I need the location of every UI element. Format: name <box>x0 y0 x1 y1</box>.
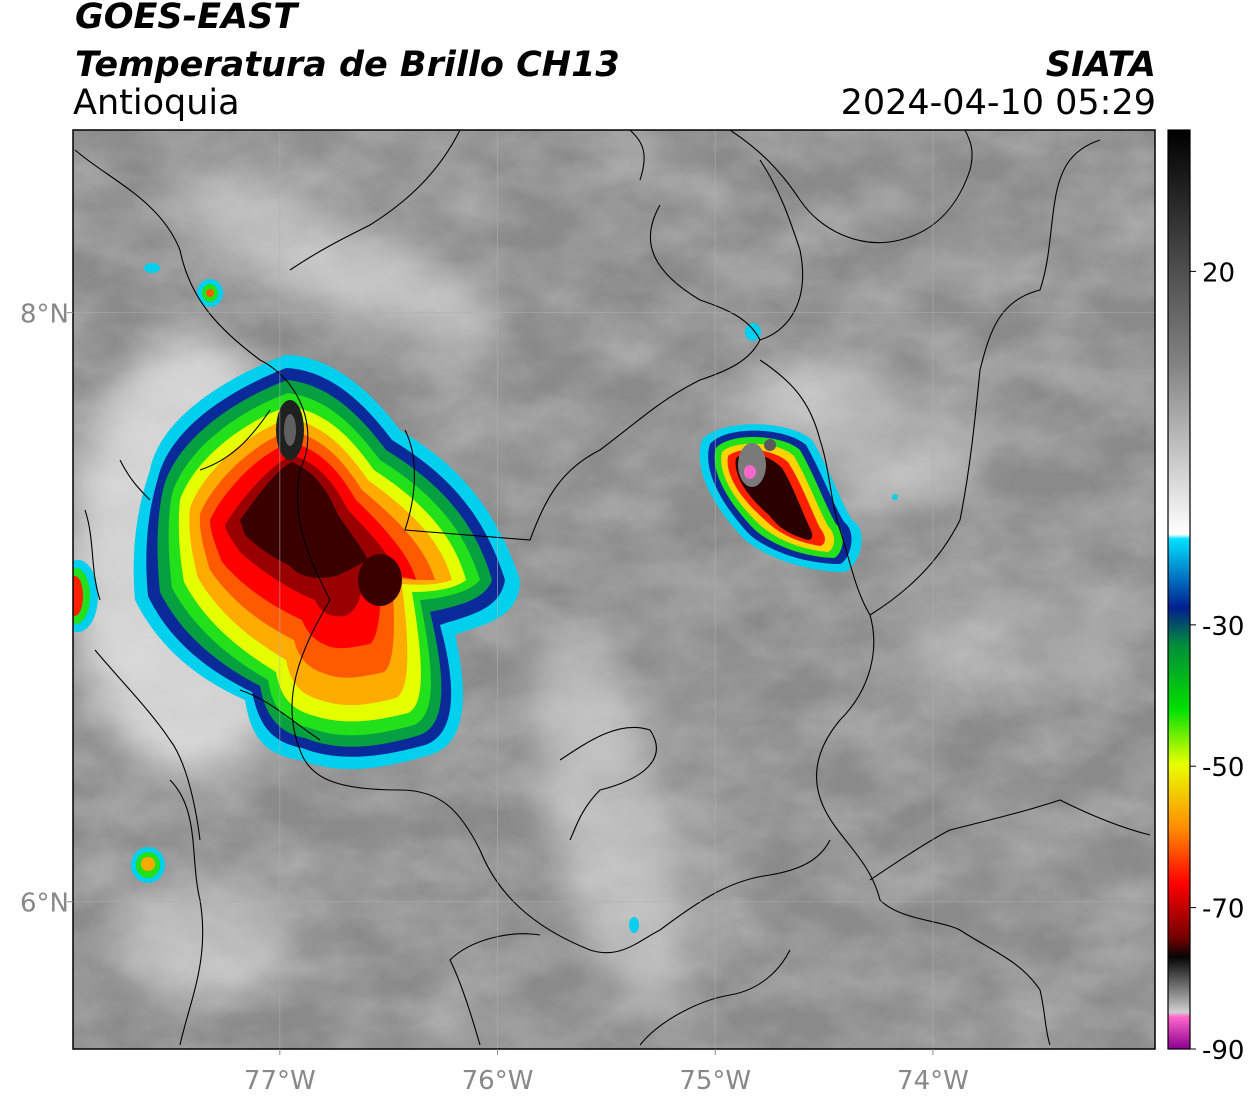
colorbar-tick-label: -90 <box>1202 1036 1244 1066</box>
storm-cell-small-northwest <box>197 279 223 307</box>
storm-cell-bajo-cauca <box>699 424 862 572</box>
colorbar-ticks: 20 -30 -50 -70 -90 <box>1190 258 1244 1066</box>
timestamp-label: 2024-04-10 05:29 <box>840 83 1156 123</box>
graticule <box>73 130 1155 1049</box>
colorbar-tick-label: 20 <box>1202 258 1235 288</box>
y-tick-label: 6°N <box>20 889 69 919</box>
colorbar-tick-label: -70 <box>1202 895 1244 925</box>
product-title: Temperatura de Brillo CH13 <box>75 45 620 85</box>
map-frame <box>72 129 1156 1050</box>
satellite-title: GOES-EAST <box>75 0 298 37</box>
x-tick-label: 74°W <box>897 1066 969 1096</box>
colorbar-tick-label: -30 <box>1202 612 1244 642</box>
region-label: Antioquia <box>73 83 240 123</box>
storm-cell-uraba <box>133 355 520 770</box>
colorbar-gradient <box>1168 130 1190 1049</box>
satellite-image <box>73 130 1155 1049</box>
colorbar-frame <box>1167 129 1191 1050</box>
colorbar-tick-label: -50 <box>1202 753 1244 783</box>
organization-label: SIATA <box>1045 45 1156 85</box>
storm-cell-coast-edge <box>73 560 98 632</box>
political-boundaries <box>74 130 1151 1046</box>
x-tick-label: 75°W <box>679 1066 751 1096</box>
x-tick-label: 77°W <box>244 1066 316 1096</box>
colorbar: 20 -30 -50 -70 -90 <box>1167 129 1244 1066</box>
longitude-axis: 77°W 76°W 75°W 74°W <box>244 1049 969 1096</box>
x-tick-label: 76°W <box>462 1066 534 1096</box>
latitude-axis: 8°N 6°N <box>20 300 73 919</box>
storm-specks <box>144 263 898 933</box>
y-tick-label: 8°N <box>20 300 69 330</box>
storm-cell-small-west <box>131 847 165 883</box>
